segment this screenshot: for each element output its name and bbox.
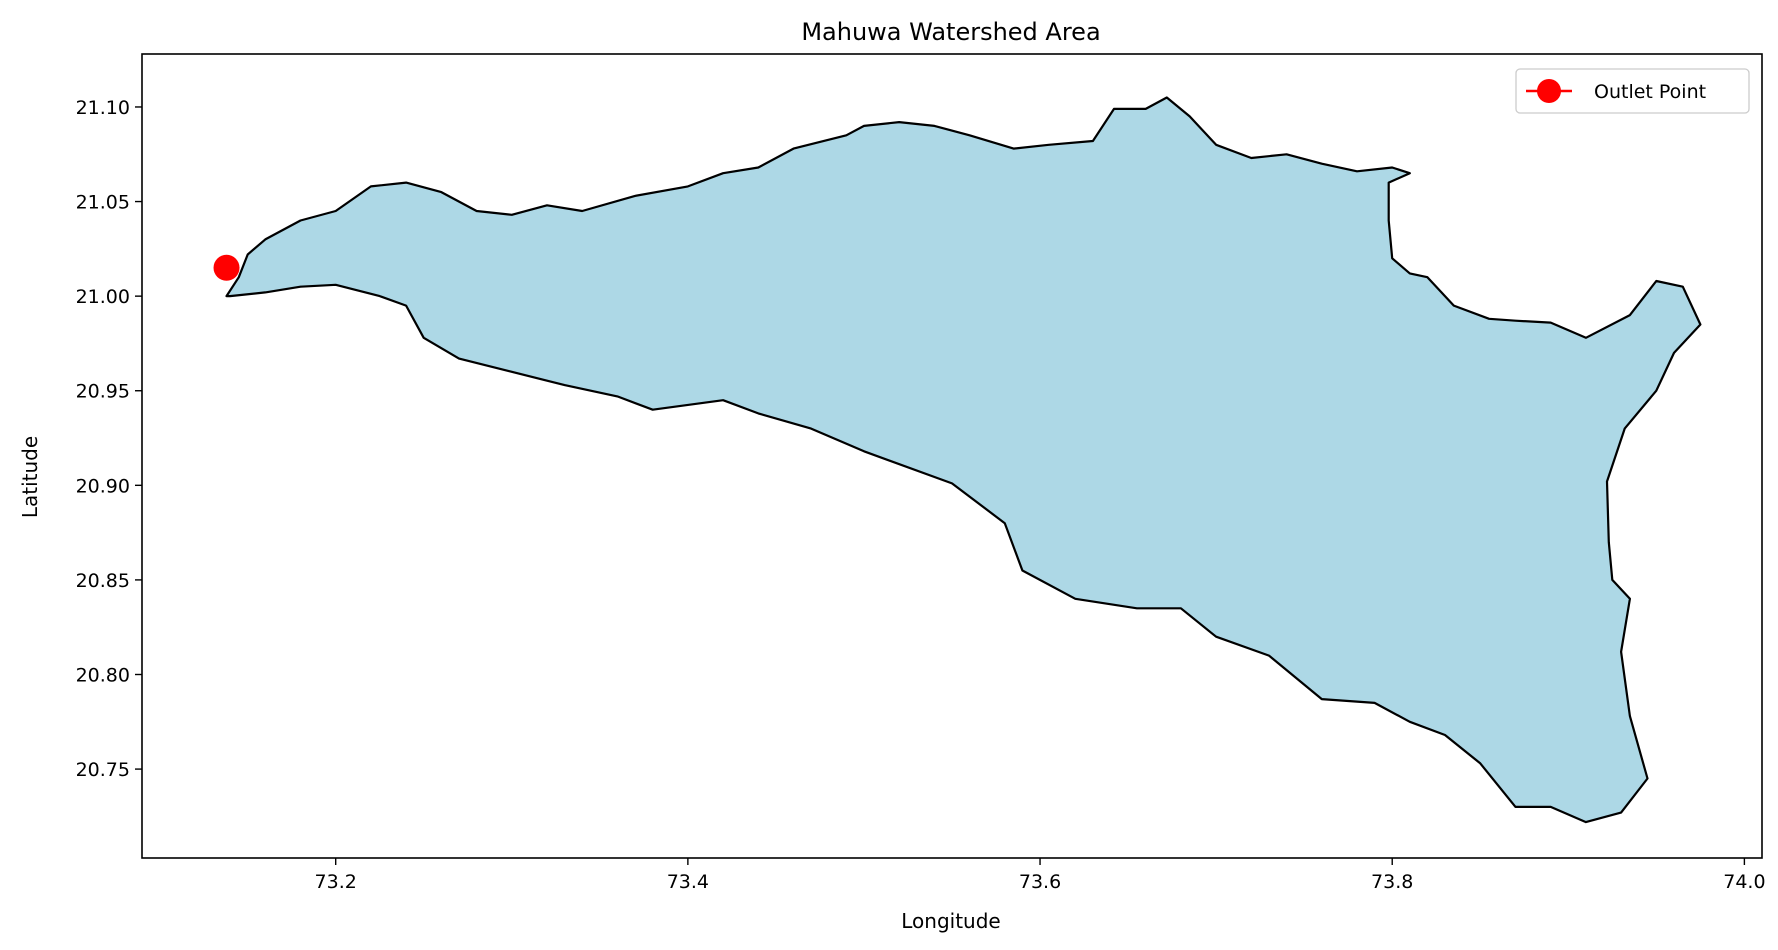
x-tick-label: 74.0 [1723,871,1765,893]
y-tick-label: 21.10 [76,97,130,119]
y-tick-label: 20.85 [76,570,130,592]
x-axis-label: Longitude [901,909,1000,933]
outlet-point-marker [213,254,240,281]
y-axis-ticks: 20.75 20.80 20.85 20.90 20.95 21.00 21.05 21.10 [76,97,142,781]
axes-frame [141,53,1763,859]
chart-title: Mahuwa Watershed Area [801,18,1100,46]
x-tick-label: 73.8 [1371,871,1413,893]
legend-box [1515,68,1750,114]
legend[interactable]: Outlet Point [1515,68,1750,114]
y-tick-label: 21.00 [76,286,130,308]
x-tick-label: 73.2 [315,871,357,893]
y-tick-label: 20.95 [76,381,130,403]
y-tick-label: 20.75 [76,759,130,781]
y-tick-label: 20.80 [76,664,130,686]
x-axis-ticks: 73.2 73.4 73.6 73.8 74.0 [315,858,1766,893]
watershed-polygon [225,96,1702,824]
x-tick-label: 73.6 [1019,871,1061,893]
y-tick-label: 20.90 [76,475,130,497]
legend-label-outlet-point: Outlet Point [1594,81,1706,103]
x-tick-label: 73.4 [667,871,709,893]
y-axis-label: Latitude [18,436,42,518]
y-tick-label: 21.05 [76,192,130,214]
legend-marker-icon [1537,79,1561,103]
map-layer [213,96,1702,824]
